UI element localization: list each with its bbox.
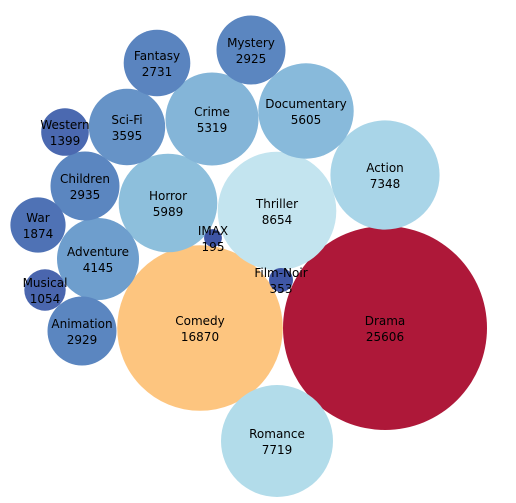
bubble-label-fantasy: Fantasy	[134, 49, 180, 63]
bubble-adventure	[57, 218, 139, 300]
bubble-value-musical: 1054	[30, 292, 61, 306]
bubble-comedy	[117, 245, 283, 411]
bubble-imax	[204, 229, 222, 247]
bubble-romance	[221, 385, 333, 497]
bubble-label-action: Action	[366, 161, 404, 175]
bubble-crime	[165, 72, 259, 166]
bubble-label-comedy: Comedy	[175, 314, 225, 328]
bubble-label-musical: Musical	[23, 276, 68, 290]
bubble-action	[330, 120, 440, 230]
bubble-mystery	[216, 15, 286, 85]
bubble-label-drama: Drama	[365, 314, 406, 328]
bubble-war	[10, 197, 66, 253]
bubble-label-romance: Romance	[249, 427, 305, 441]
bubble-thriller	[217, 151, 337, 271]
bubble-label-mystery: Mystery	[227, 36, 275, 50]
bubble-value-drama: 25606	[366, 330, 404, 344]
bubble-drama	[283, 226, 487, 430]
bubble-label-western: Western	[40, 118, 89, 132]
bubble-value-western: 1399	[50, 134, 81, 148]
bubble-musical	[24, 269, 66, 311]
bubble-value-thriller: 8654	[262, 213, 293, 227]
bubble-value-mystery: 2925	[236, 52, 267, 66]
bubble-documentary	[258, 63, 354, 159]
bubble-sci-fi	[88, 88, 166, 166]
bubble-value-war: 1874	[23, 227, 54, 241]
bubble-label-documentary: Documentary	[265, 97, 347, 111]
bubble-label-horror: Horror	[149, 189, 187, 203]
bubble-value-crime: 5319	[197, 121, 228, 135]
bubble-value-animation: 2929	[67, 333, 98, 347]
bubble-western	[41, 108, 89, 156]
bubble-value-action: 7348	[370, 177, 401, 191]
bubble-label-animation: Animation	[51, 317, 112, 331]
bubble-horror	[118, 153, 218, 253]
bubble-label-thriller: Thriller	[255, 197, 298, 211]
bubble-value-sci-fi: 3595	[112, 129, 143, 143]
bubble-value-children: 2935	[70, 188, 101, 202]
bubble-fantasy	[123, 29, 191, 97]
bubble-children	[50, 151, 120, 221]
bubble-label-children: Children	[60, 172, 110, 186]
bubble-value-adventure: 4145	[83, 261, 114, 275]
bubble-film-noir	[269, 268, 293, 292]
bubble-label-film-noir: Film-Noir	[254, 266, 307, 280]
bubble-value-imax: 195	[202, 240, 225, 254]
bubble-value-romance: 7719	[262, 443, 293, 457]
bubble-value-comedy: 16870	[181, 330, 219, 344]
bubble-label-crime: Crime	[194, 105, 230, 119]
bubble-value-documentary: 5605	[291, 113, 322, 127]
bubble-value-horror: 5989	[153, 205, 184, 219]
bubble-animation	[47, 296, 117, 366]
bubble-label-adventure: Adventure	[67, 245, 129, 259]
bubble-value-film-noir: 353	[270, 282, 293, 296]
bubble-label-sci-fi: Sci-Fi	[111, 113, 142, 127]
bubble-label-war: War	[26, 211, 49, 225]
bubble-value-fantasy: 2731	[142, 65, 173, 79]
bubble-label-imax: IMAX	[198, 224, 228, 238]
